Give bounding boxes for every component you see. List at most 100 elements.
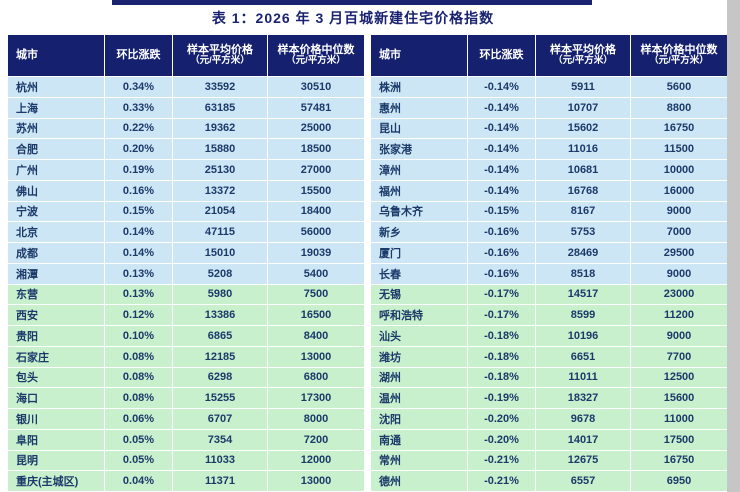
table-row: 汕头 -0.18% 10196 9000 — [371, 326, 727, 347]
table-row: 温州 -0.19% 18327 15600 — [371, 388, 727, 409]
city-cell: 银川 — [8, 409, 105, 430]
city-cell: 东营 — [8, 284, 105, 306]
header-label: 环比涨跌 — [479, 49, 524, 62]
avg-price-cell: 25130 — [173, 160, 268, 181]
city-cell: 南通 — [371, 429, 468, 451]
change-cell: 0.05% — [105, 450, 173, 472]
avg-price-cell: 15255 — [173, 388, 268, 409]
change-cell: -0.21% — [468, 450, 536, 472]
city-cell: 漳州 — [371, 160, 468, 181]
avg-price-cell: 5753 — [536, 222, 631, 243]
table-row: 海口 0.08% 15255 17300 — [8, 388, 364, 409]
avg-price-cell: 13372 — [173, 180, 268, 202]
table-row: 杭州 0.34% 33592 30510 — [8, 77, 364, 98]
median-price-cell: 7200 — [268, 429, 364, 451]
table-row: 贵阳 0.10% 6865 8400 — [8, 326, 364, 347]
change-cell: 0.19% — [105, 160, 173, 181]
avg-price-cell: 6707 — [173, 409, 268, 430]
median-price-cell: 9000 — [631, 326, 727, 347]
header-median-price: 样本价格中位数 （元/平方米） — [268, 35, 364, 77]
city-cell: 阜阳 — [8, 429, 105, 451]
city-cell: 上海 — [8, 97, 105, 119]
table-row: 福州 -0.14% 16768 16000 — [371, 180, 727, 202]
table-row: 潍坊 -0.18% 6651 7700 — [371, 346, 727, 368]
change-cell: -0.14% — [468, 139, 536, 160]
avg-price-cell: 16768 — [536, 180, 631, 202]
table-row: 新乡 -0.16% 5753 7000 — [371, 222, 727, 243]
city-cell: 惠州 — [371, 97, 468, 119]
table-row: 厦门 -0.16% 28469 29500 — [371, 243, 727, 264]
median-price-cell: 18500 — [268, 139, 364, 160]
change-cell: -0.17% — [468, 305, 536, 326]
avg-price-cell: 15602 — [536, 118, 631, 140]
city-cell: 广州 — [8, 160, 105, 181]
median-price-cell: 57481 — [268, 97, 364, 119]
table-row: 德州 -0.21% 6557 6950 — [371, 471, 727, 492]
city-cell: 重庆(主城区) — [8, 471, 105, 492]
city-cell: 成都 — [8, 243, 105, 264]
city-cell: 无锡 — [371, 284, 468, 306]
median-price-cell: 17500 — [631, 429, 727, 451]
avg-price-cell: 12185 — [173, 346, 268, 368]
change-cell: -0.20% — [468, 429, 536, 451]
avg-price-cell: 8518 — [536, 263, 631, 285]
city-cell: 合肥 — [8, 139, 105, 160]
city-cell: 潍坊 — [371, 346, 468, 368]
change-cell: 0.14% — [105, 243, 173, 264]
table-row: 漳州 -0.14% 10681 10000 — [371, 160, 727, 181]
avg-price-cell: 11033 — [173, 450, 268, 472]
header-change: 环比涨跌 — [468, 35, 536, 77]
change-cell: -0.19% — [468, 388, 536, 409]
median-price-cell: 12000 — [268, 450, 364, 472]
avg-price-cell: 14517 — [536, 284, 631, 306]
avg-price-cell: 6651 — [536, 346, 631, 368]
table-row: 东营 0.13% 5980 7500 — [8, 284, 364, 306]
table-row: 成都 0.14% 15010 19039 — [8, 243, 364, 264]
change-cell: -0.14% — [468, 180, 536, 202]
avg-price-cell: 19362 — [173, 118, 268, 140]
median-price-cell: 29500 — [631, 243, 727, 264]
avg-price-cell: 21054 — [173, 201, 268, 223]
city-cell: 石家庄 — [8, 346, 105, 368]
header-sub: （元/平方米） — [649, 55, 709, 67]
median-price-cell: 8800 — [631, 97, 727, 119]
avg-price-cell: 47115 — [173, 222, 268, 243]
change-cell: -0.14% — [468, 160, 536, 181]
avg-price-cell: 8599 — [536, 305, 631, 326]
median-price-cell: 15500 — [268, 180, 364, 202]
city-cell: 厦门 — [371, 243, 468, 264]
avg-price-cell: 9678 — [536, 409, 631, 430]
table-row: 湘潭 0.13% 5208 5400 — [8, 263, 364, 285]
median-price-cell: 10000 — [631, 160, 727, 181]
median-price-cell: 30510 — [268, 77, 364, 98]
median-price-cell: 16000 — [631, 180, 727, 202]
table-row: 昆明 0.05% 11033 12000 — [8, 450, 364, 472]
change-cell: -0.14% — [468, 97, 536, 119]
table-header: 城市 环比涨跌 样本平均价格 （元/平方米） 样本价格中位数 （元/平方米） — [8, 35, 364, 77]
page-edge-strip — [727, 0, 740, 492]
header-label: 城市 — [379, 49, 401, 62]
avg-price-cell: 15880 — [173, 139, 268, 160]
median-price-cell: 23000 — [631, 284, 727, 306]
median-price-cell: 12500 — [631, 367, 727, 389]
avg-price-cell: 10681 — [536, 160, 631, 181]
page-title: 表 1：2026 年 3 月百城新建住宅价格指数 — [211, 10, 495, 26]
city-cell: 沈阳 — [371, 409, 468, 430]
avg-price-cell: 28469 — [536, 243, 631, 264]
avg-price-cell: 8167 — [536, 201, 631, 223]
avg-price-cell: 33592 — [173, 77, 268, 98]
city-cell: 杭州 — [8, 77, 105, 98]
table-row: 包头 0.08% 6298 6800 — [8, 367, 364, 389]
median-price-cell: 16750 — [631, 118, 727, 140]
avg-price-cell: 6298 — [173, 367, 268, 389]
city-cell: 北京 — [8, 222, 105, 243]
table-row: 南通 -0.20% 14017 17500 — [371, 429, 727, 451]
header-label: 样本价格中位数 — [640, 43, 718, 56]
change-cell: -0.18% — [468, 346, 536, 368]
table-row: 重庆(主城区) 0.04% 11371 13000 — [8, 471, 364, 492]
city-cell: 张家港 — [371, 139, 468, 160]
table-row: 合肥 0.20% 15880 18500 — [8, 139, 364, 160]
table-row: 呼和浩特 -0.17% 8599 11200 — [371, 305, 727, 326]
city-cell: 呼和浩特 — [371, 305, 468, 326]
median-price-cell: 19039 — [268, 243, 364, 264]
